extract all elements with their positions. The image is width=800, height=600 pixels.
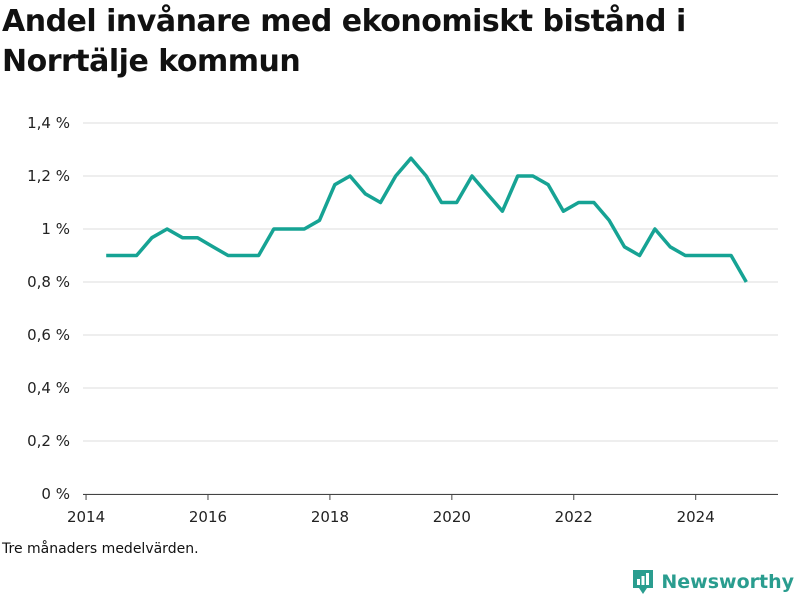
x-tick-label: 2014: [67, 508, 105, 526]
grid-lines: [83, 122, 778, 495]
series-group: [106, 156, 748, 283]
y-tick-label: 1,4 %: [27, 114, 70, 132]
x-tick-label: 2022: [555, 508, 593, 526]
x-tick-label: 2024: [677, 508, 715, 526]
chart-title: Andel invånare med ekonomiskt bistånd i …: [2, 4, 686, 79]
brand-logo: Newsworthy: [631, 568, 794, 596]
y-tick-label: 0,6 %: [27, 326, 70, 344]
y-tick-label: 1,2 %: [27, 167, 70, 185]
y-tick-label: 1 %: [41, 220, 70, 238]
y-tick-label: 0,4 %: [27, 379, 70, 397]
footnote: Tre månaders medelvärden.: [2, 541, 199, 557]
x-tick-label: 2016: [189, 508, 227, 526]
series-line: [106, 156, 748, 283]
y-tick-label: 0 %: [41, 485, 70, 503]
y-tick-label: 0,2 %: [27, 432, 70, 450]
newsworthy-logo-icon: [633, 570, 654, 594]
y-tick-label: 0,8 %: [27, 273, 70, 291]
y-axis-tick-labels: 0 % 0,2 % 0,4 % 0,6 % 0,8 % 1 % 1,2 % 1,4 %: [27, 114, 70, 503]
brand-name: Newsworthy: [661, 571, 794, 593]
x-axis: 2014 2016 2018 2020 2022 2024: [67, 494, 778, 526]
x-tick-label: 2020: [433, 508, 471, 526]
x-tick-label: 2018: [311, 508, 349, 526]
